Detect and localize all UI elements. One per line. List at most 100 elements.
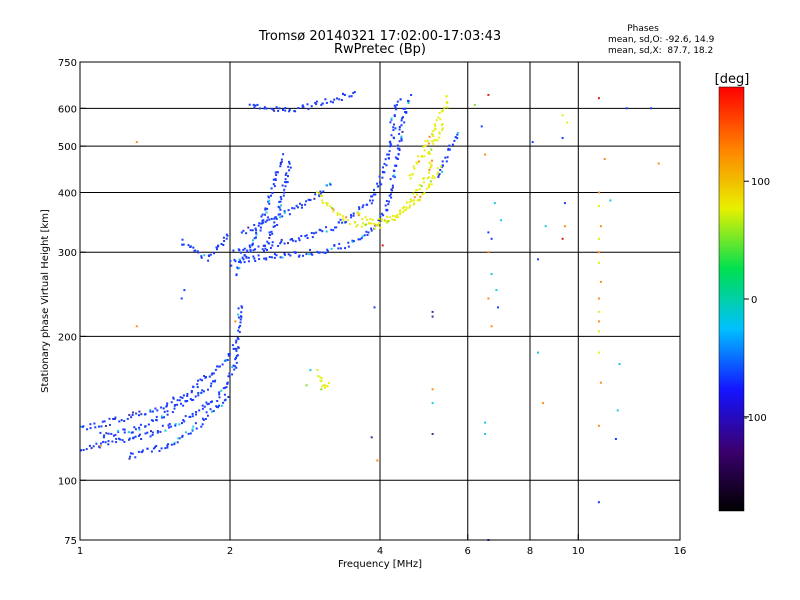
o-mode-point (119, 438, 122, 441)
o-mode-point (251, 229, 254, 232)
x-mode-point (428, 151, 431, 154)
o-mode-point (138, 426, 141, 429)
o-mode-point (174, 404, 177, 406)
x-mode-point (361, 222, 364, 225)
o-mode-point (165, 405, 168, 408)
o-mode-point (192, 246, 195, 249)
o-mode-point (138, 410, 141, 413)
o-mode-point (82, 425, 85, 428)
o-mode-point (121, 439, 124, 442)
o-mode-point (160, 406, 163, 409)
o-mode-point (402, 107, 405, 110)
o-mode-point (197, 392, 200, 394)
o-mode-point (176, 403, 179, 406)
o-mode-point (238, 258, 241, 261)
o-mode-point (200, 425, 203, 428)
o-mode-point (270, 107, 273, 110)
o-mode-point (207, 259, 210, 262)
o-mode-point (289, 254, 292, 257)
o-mode-point (107, 443, 110, 446)
o-mode-point (214, 379, 217, 382)
o-mode-point (162, 407, 165, 410)
x-mode-point (414, 189, 417, 192)
o-mode-point (208, 375, 211, 378)
scattered-point (566, 121, 569, 124)
o-mode-point (277, 205, 280, 208)
o-mode-point (297, 237, 300, 240)
o-mode-point (152, 447, 155, 450)
scattered-point (431, 310, 434, 313)
scattered-point (381, 244, 384, 247)
o-mode-point (235, 361, 238, 364)
y-tick-label: 75 (64, 536, 77, 547)
o-mode-point (203, 405, 206, 408)
o-mode-point (160, 447, 163, 450)
o-mode-point (198, 409, 201, 412)
o-mode-point (126, 417, 129, 420)
o-mode-point (330, 228, 333, 231)
o-mode-point (453, 139, 456, 142)
x-mode-point (329, 205, 332, 208)
o-mode-point (384, 158, 387, 161)
o-mode-point (259, 226, 262, 229)
o-mode-point (232, 347, 235, 350)
o-mode-point (456, 133, 459, 136)
o-mode-point (393, 174, 396, 177)
o-mode-point (286, 181, 289, 184)
x-mode-point (419, 195, 422, 198)
o-mode-point (233, 258, 236, 261)
o-mode-point (183, 420, 186, 423)
o-mode-point (410, 94, 413, 96)
o-mode-point (441, 160, 444, 163)
x-mode-point (384, 220, 387, 222)
o-mode-point (280, 198, 283, 201)
o-mode-point (131, 431, 134, 434)
o-mode-point (271, 241, 274, 244)
o-mode-point (399, 98, 402, 101)
scattered-point (431, 433, 434, 435)
x-mode-point (368, 221, 370, 224)
colorbar-tick-label: 100 (751, 177, 770, 188)
o-mode-point (107, 432, 110, 435)
x-mode-point (356, 224, 359, 227)
o-mode-point (274, 179, 277, 181)
scattered-point (487, 231, 490, 234)
o-mode-point (266, 219, 269, 222)
o-mode-point (154, 407, 157, 410)
o-mode-point (186, 393, 189, 395)
o-mode-point (257, 224, 260, 227)
x-mode-point (418, 188, 421, 191)
o-mode-point (202, 418, 205, 421)
o-mode-point (227, 354, 230, 357)
x-mode-point (432, 175, 435, 178)
o-mode-point (288, 169, 291, 172)
x-axis-ticks: 1 2 4 6 8 10 16 (77, 534, 686, 557)
o-mode-point (394, 106, 397, 109)
o-mode-point (284, 107, 287, 109)
o-mode-point (319, 229, 322, 232)
o-mode-point (249, 250, 252, 253)
o-mode-point (178, 437, 181, 440)
scattered-point (484, 153, 487, 156)
x-mode-point (403, 205, 406, 208)
o-mode-point (390, 117, 393, 120)
x-mode-point (446, 102, 449, 105)
o-mode-point (333, 244, 336, 247)
o-mode-point (335, 226, 338, 229)
x-mode-point (409, 177, 412, 180)
o-mode-point (215, 246, 218, 249)
o-mode-point (403, 121, 406, 124)
o-mode-point (216, 400, 219, 402)
o-mode-point (389, 178, 392, 181)
x-mode-point (397, 216, 399, 219)
scattered-point (500, 219, 503, 222)
x-mode-point (321, 194, 323, 197)
o-mode-point (201, 407, 204, 410)
o-mode-point (173, 407, 176, 410)
o-mode-point (261, 219, 264, 222)
o-mode-point (109, 423, 111, 426)
x-mode-point (432, 135, 435, 137)
o-mode-point (359, 238, 362, 241)
o-mode-point (318, 251, 321, 254)
o-mode-point (381, 176, 384, 179)
